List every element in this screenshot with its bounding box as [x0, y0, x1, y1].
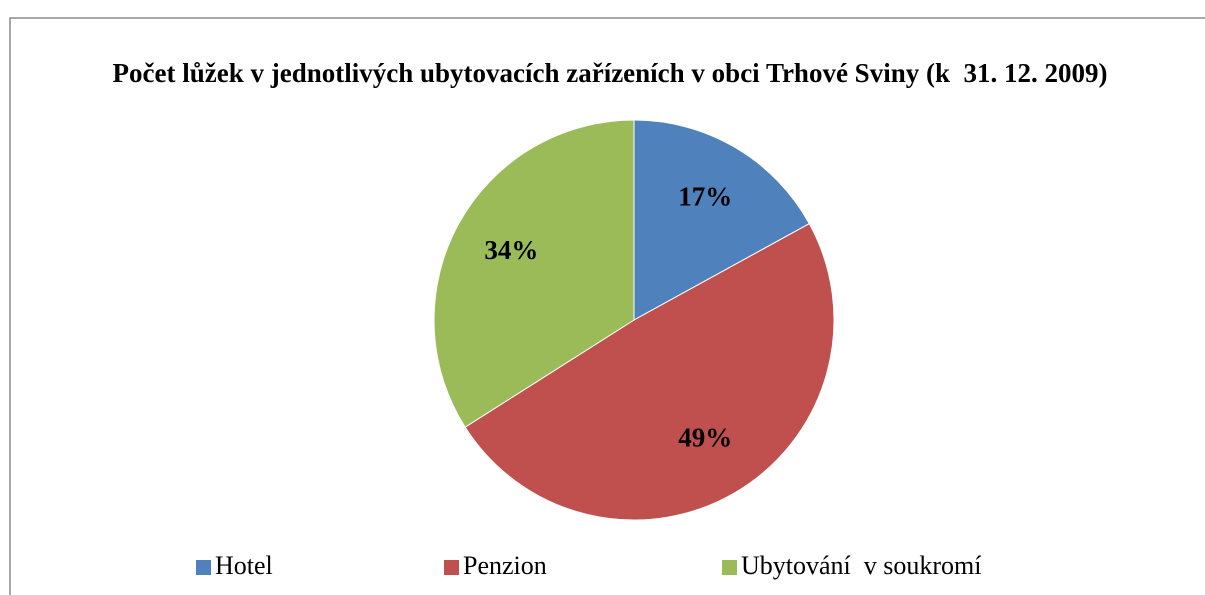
- data-label: 49%: [678, 423, 732, 453]
- pie-slice: [633, 119, 810, 321]
- legend-swatch: [722, 560, 737, 575]
- legend-label: Penzion: [463, 551, 547, 580]
- legend-swatch: [444, 560, 459, 575]
- legend-swatch: [196, 560, 211, 575]
- legend-label: Ubytování v soukromí: [741, 551, 982, 580]
- pie-slice: [433, 119, 635, 428]
- data-label: 17%: [678, 182, 732, 212]
- pie-slice: [464, 222, 835, 521]
- chart-frame: [9, 17, 1205, 595]
- legend-label: Hotel: [215, 551, 273, 580]
- data-label: 34%: [484, 235, 538, 265]
- chart-title: Počet lůžek v jednotlivých ubytovacích z…: [113, 58, 1108, 88]
